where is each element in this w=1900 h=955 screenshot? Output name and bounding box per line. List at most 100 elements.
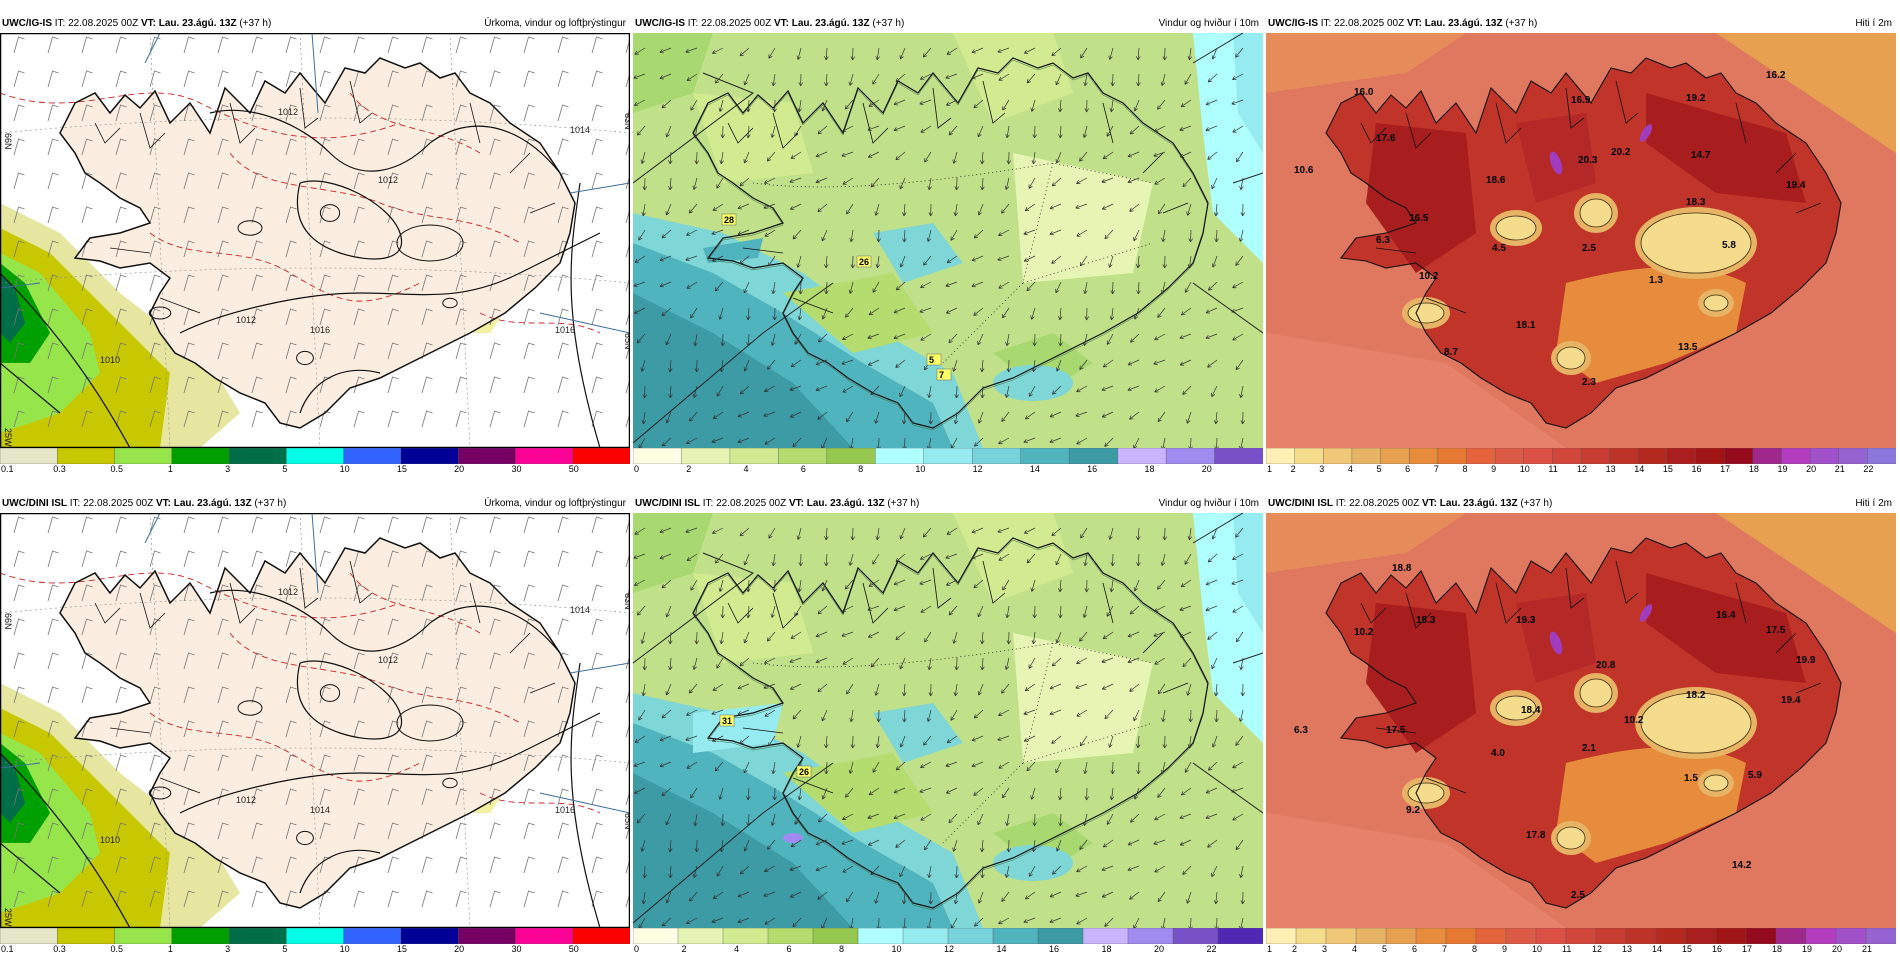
colorbar-tick: 12 <box>972 464 983 474</box>
glacier-outline <box>237 700 263 716</box>
glacier-outline <box>296 350 314 366</box>
grid-label: 66N <box>3 613 13 630</box>
lead-time: (+37 h) <box>869 18 905 29</box>
fjord-line <box>1162 682 1189 694</box>
colorbar-swatch <box>228 448 288 464</box>
fjord-line <box>1375 247 1417 254</box>
colorbar-swatch <box>515 928 574 944</box>
temperature-label: 20.3 <box>1578 155 1598 166</box>
colorbar-tick: 0.5 <box>110 464 124 474</box>
fjord-line <box>509 632 531 654</box>
colorbar-swatch <box>1638 448 1668 464</box>
ice-cap <box>1579 198 1613 228</box>
fjord-line <box>509 152 531 174</box>
model-name: UWC/IG-IS <box>2 18 52 29</box>
colorbar-swatch <box>1775 928 1807 944</box>
grid-label: 65N <box>623 813 630 830</box>
fjord-line <box>94 122 121 144</box>
gust-label-bg <box>719 714 735 727</box>
colorbar-swatch <box>1865 928 1896 944</box>
model-name: UWC/DINI ISL <box>635 498 700 509</box>
colorbar-tick: 11 <box>1562 944 1572 954</box>
colorbar-tick: 2 <box>686 464 692 474</box>
temperature-label: 10.6 <box>1294 165 1314 176</box>
colorbar-swatch <box>767 928 814 944</box>
run-info: UWC/DINI ISL IT: 22.08.2025 00Z VT: Lau.… <box>1268 495 1552 513</box>
it-label: IT: <box>685 18 702 29</box>
fjord-line <box>742 247 784 254</box>
fjord-line <box>1615 80 1639 124</box>
colorbar-tick: 50 <box>568 464 579 474</box>
lead-time: (+37 h) <box>236 18 272 29</box>
coastline <box>1325 57 1842 429</box>
graticule-edges <box>0 33 630 334</box>
temperature-label: 16.5 <box>1409 213 1429 224</box>
gust-label: 28 <box>724 215 734 225</box>
colorbar-tick: 3 <box>1319 464 1325 474</box>
colorbar-tick: 5 <box>1376 464 1382 474</box>
temperature-label: 18.6 <box>1486 175 1506 186</box>
colorbar-swatch <box>1117 448 1167 464</box>
valid-time: Lau. 23.ágú. 13Z <box>1439 498 1518 509</box>
temperature-label: 1.3 <box>1649 275 1663 286</box>
colorbar-swatch <box>1295 928 1327 944</box>
colorbar-swatch <box>228 928 288 944</box>
gust-label-bg <box>721 213 737 226</box>
product-title: Úrkoma, vindur og loftþrýstingur <box>484 498 626 509</box>
colorbar-tick: 13 <box>1605 464 1616 474</box>
colorbar-swatch <box>343 928 402 944</box>
temperature-label: 5.8 <box>1722 240 1736 251</box>
colorbar <box>1266 928 1896 944</box>
colorbar-tick: 15 <box>1662 464 1673 474</box>
colorbar-swatch <box>1752 448 1783 464</box>
temperature-label: 16.4 <box>1716 610 1736 621</box>
run-info: UWC/DINI ISL IT: 22.08.2025 00Z VT: Lau.… <box>635 495 919 513</box>
colorbar-tick: 3 <box>225 464 231 474</box>
colorbar-swatch <box>1266 928 1297 944</box>
colorbar-tick: 8 <box>858 464 864 474</box>
gust-label: 5 <box>929 355 934 365</box>
product-title: Hiti í 2m <box>1855 498 1892 509</box>
temperature-label: 19.4 <box>1781 695 1801 706</box>
colorbar-tick: 6 <box>1412 944 1418 954</box>
colorbar-swatch <box>1355 928 1387 944</box>
vt-label: VT: <box>771 18 792 29</box>
isobars <box>0 109 601 448</box>
gust-label-bg <box>796 765 812 778</box>
colorbar-swatch <box>1625 928 1657 944</box>
colorbar-ticks: 0 2 4 6 8 10 12 14 16 18 20 <box>633 464 1263 475</box>
isobar-label: 1010 <box>100 835 120 845</box>
fjord-line <box>982 560 1006 604</box>
colorbar-tick: 6 <box>1405 464 1411 474</box>
colorbar-swatch <box>1494 448 1525 464</box>
valid-time: Lau. 23.ágú. 13Z <box>1424 18 1503 29</box>
it-label: IT: <box>52 18 69 29</box>
colorbar-swatch <box>857 928 904 944</box>
colorbar-swatch <box>1437 448 1468 464</box>
valid-time: Lau. 23.ágú. 13Z <box>158 18 237 29</box>
temperature-contours <box>0 572 601 814</box>
colorbar-tick: 12 <box>944 944 955 954</box>
model-name: UWC/IG-IS <box>1268 18 1318 29</box>
fjord-line <box>1735 582 1747 624</box>
colorbar-tick: 1 <box>1267 464 1273 474</box>
colorbar-swatch <box>1323 448 1353 464</box>
temperature-label: 18.1 <box>1516 320 1536 331</box>
fjord-line <box>1405 592 1432 629</box>
temperature-label: 17.6 <box>1376 133 1396 144</box>
init-time: 22.08.2025 00Z <box>716 498 787 509</box>
colorbar-tick: 6 <box>800 464 806 474</box>
fjord-line <box>1795 202 1822 214</box>
ice-cap <box>1556 826 1586 850</box>
colorbar-swatch <box>1552 448 1582 464</box>
colorbar-tick: 4 <box>743 464 749 474</box>
colorbar-swatch <box>1068 448 1119 464</box>
colorbar-tick: 8 <box>839 944 845 954</box>
fjord-line <box>932 87 952 129</box>
vt-label: VT: <box>786 498 807 509</box>
colorbar <box>633 928 1263 944</box>
wind-arrows <box>633 527 1245 928</box>
grid-label: 25W <box>3 428 13 447</box>
domain-lines <box>633 513 1263 924</box>
colorbar-swatch <box>400 448 459 464</box>
